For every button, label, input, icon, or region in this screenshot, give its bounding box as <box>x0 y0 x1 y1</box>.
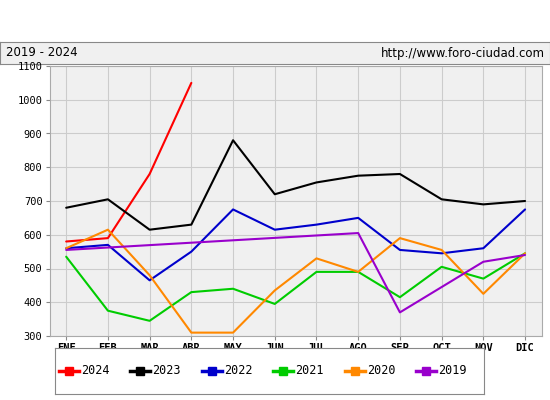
Text: 2020: 2020 <box>367 364 395 378</box>
Text: 2023: 2023 <box>152 364 181 378</box>
Text: 2019: 2019 <box>438 364 467 378</box>
Text: Evolucion Nº Turistas Extranjeros en el municipio de Puertollano: Evolucion Nº Turistas Extranjeros en el … <box>23 14 527 28</box>
Text: 2019 - 2024: 2019 - 2024 <box>6 46 77 60</box>
Text: 2022: 2022 <box>224 364 252 378</box>
Text: 2021: 2021 <box>295 364 324 378</box>
Text: 2024: 2024 <box>81 364 109 378</box>
Text: http://www.foro-ciudad.com: http://www.foro-ciudad.com <box>381 46 544 60</box>
